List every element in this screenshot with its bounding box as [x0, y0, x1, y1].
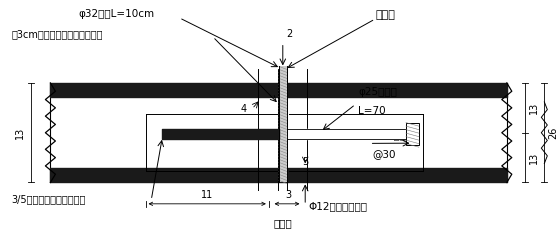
Text: L=70: L=70 — [358, 106, 386, 116]
Text: 26: 26 — [548, 127, 558, 139]
Text: Φ12支架连接钑筋: Φ12支架连接钑筋 — [308, 201, 367, 211]
Text: Φ12支架钑筋: Φ12支架钑筋 — [372, 130, 419, 140]
Bar — [279, 66, 287, 182]
Text: 3: 3 — [286, 190, 291, 200]
Text: φ32金属L=10cm: φ32金属L=10cm — [78, 9, 155, 19]
Text: 填缝料: 填缝料 — [375, 10, 395, 20]
Text: φ25传力杆: φ25传力杆 — [358, 87, 397, 97]
Text: 填缝板: 填缝板 — [273, 218, 292, 228]
Text: 3/5涂沥青并襁敞聚乙烯膜: 3/5涂沥青并襁敞聚乙烯膜 — [11, 194, 86, 204]
Text: 2: 2 — [286, 29, 292, 39]
Bar — [406, 123, 419, 145]
Text: @30: @30 — [372, 149, 396, 159]
Text: 5: 5 — [302, 157, 309, 167]
Text: 癠3cm空隙填充泡沫塑料或纱头: 癠3cm空隙填充泡沫塑料或纱头 — [11, 29, 102, 39]
Text: 13: 13 — [15, 127, 25, 139]
Text: 13: 13 — [529, 102, 539, 114]
Text: 13: 13 — [529, 151, 539, 164]
Text: 4: 4 — [241, 104, 246, 114]
Text: 11: 11 — [201, 190, 213, 200]
